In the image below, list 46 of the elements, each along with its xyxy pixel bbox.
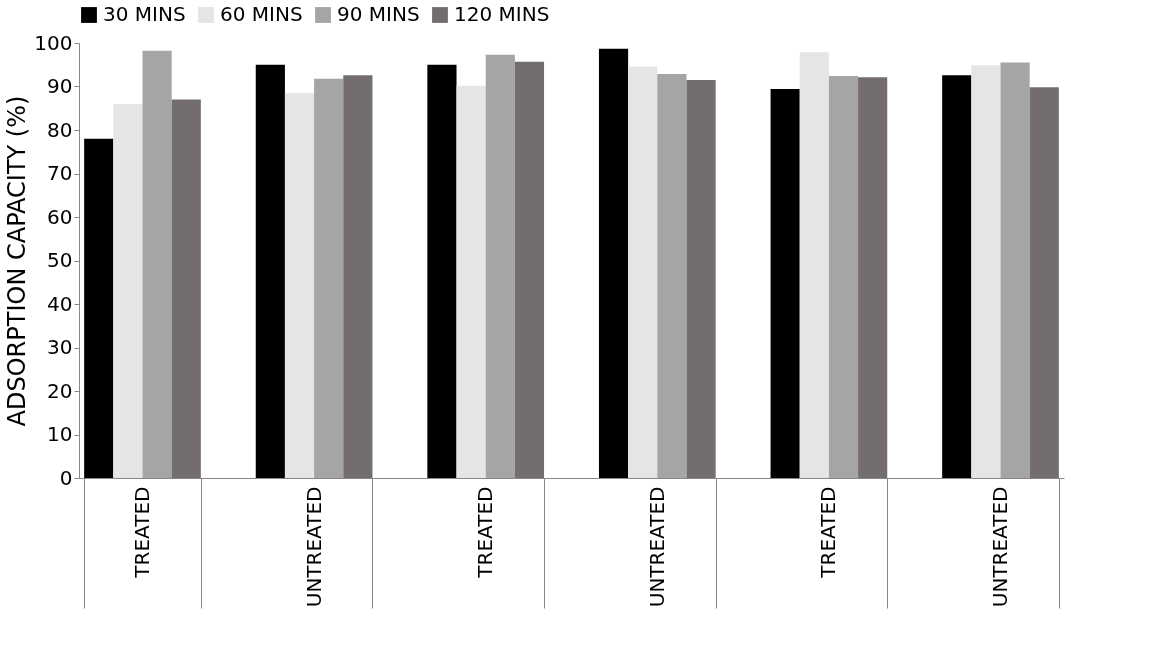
bar xyxy=(113,103,143,478)
y-tick-label: 100 xyxy=(34,30,73,55)
bar xyxy=(514,61,545,478)
bar xyxy=(598,48,629,478)
legend-label: 30 MINS xyxy=(103,2,186,26)
bar xyxy=(686,79,716,478)
bar xyxy=(284,93,315,478)
bar xyxy=(1029,87,1059,478)
x-tick-label: TREATED xyxy=(129,486,154,579)
x-tick-label: UNTREATED xyxy=(301,486,326,608)
bar xyxy=(657,73,687,478)
legend-label: 60 MINS xyxy=(220,2,303,26)
bar xyxy=(799,52,829,478)
bar xyxy=(84,138,114,478)
x-tick-label: TREATED xyxy=(816,486,841,579)
y-tick-label: 60 xyxy=(47,204,73,229)
y-tick-label: 30 xyxy=(47,335,73,359)
bar xyxy=(628,66,658,478)
x-tick-label: UNTREATED xyxy=(988,486,1013,608)
y-tick-label: 40 xyxy=(47,291,73,316)
y-tick-label: 90 xyxy=(47,74,73,98)
bar xyxy=(971,65,1001,478)
y-tick-label: 0 xyxy=(59,465,73,490)
bar xyxy=(485,54,515,478)
bar xyxy=(456,85,486,478)
bar xyxy=(828,76,859,478)
bar xyxy=(142,50,172,478)
y-tick-label: 50 xyxy=(47,248,73,272)
bar xyxy=(770,89,800,478)
bar xyxy=(942,75,972,478)
legend-label: 90 MINS xyxy=(337,2,420,26)
y-tick-label: 10 xyxy=(47,422,73,446)
bar xyxy=(314,78,344,478)
bar xyxy=(255,64,285,478)
y-axis-title: ADSORPTION CAPACITY (%) xyxy=(3,95,32,427)
bar xyxy=(427,64,457,478)
x-tick-label: UNTREATED xyxy=(644,486,669,608)
bar xyxy=(171,99,201,478)
bar xyxy=(858,77,888,478)
bar xyxy=(1000,62,1030,478)
y-tick-label: 20 xyxy=(47,378,73,403)
legend-label: 120 MINS xyxy=(454,2,550,26)
x-tick-label: TREATED xyxy=(473,486,498,579)
y-tick-label: 80 xyxy=(47,117,73,142)
y-tick-label: 70 xyxy=(47,161,73,185)
bar xyxy=(343,75,373,478)
